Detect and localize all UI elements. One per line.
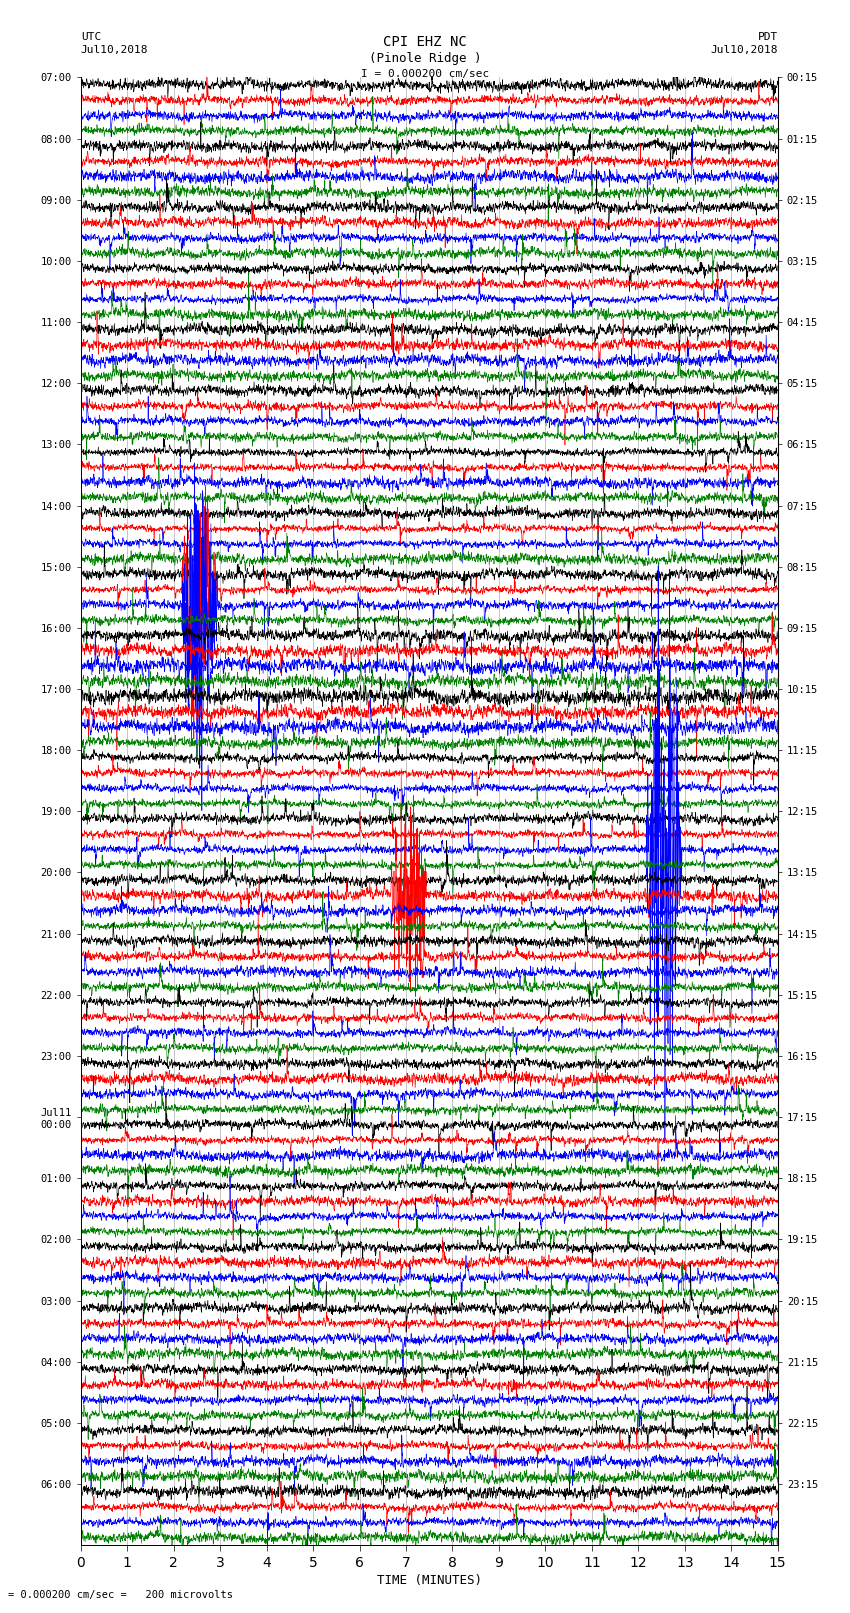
Text: UTC: UTC xyxy=(81,32,101,42)
X-axis label: TIME (MINUTES): TIME (MINUTES) xyxy=(377,1574,482,1587)
Text: (Pinole Ridge ): (Pinole Ridge ) xyxy=(369,52,481,65)
Text: Jul10,2018: Jul10,2018 xyxy=(81,45,148,55)
Text: PDT: PDT xyxy=(757,32,778,42)
Text: Jul10,2018: Jul10,2018 xyxy=(711,45,778,55)
Text: CPI EHZ NC: CPI EHZ NC xyxy=(383,35,467,50)
Text: I = 0.000200 cm/sec: I = 0.000200 cm/sec xyxy=(361,69,489,79)
Text: = 0.000200 cm/sec =   200 microvolts: = 0.000200 cm/sec = 200 microvolts xyxy=(8,1590,234,1600)
